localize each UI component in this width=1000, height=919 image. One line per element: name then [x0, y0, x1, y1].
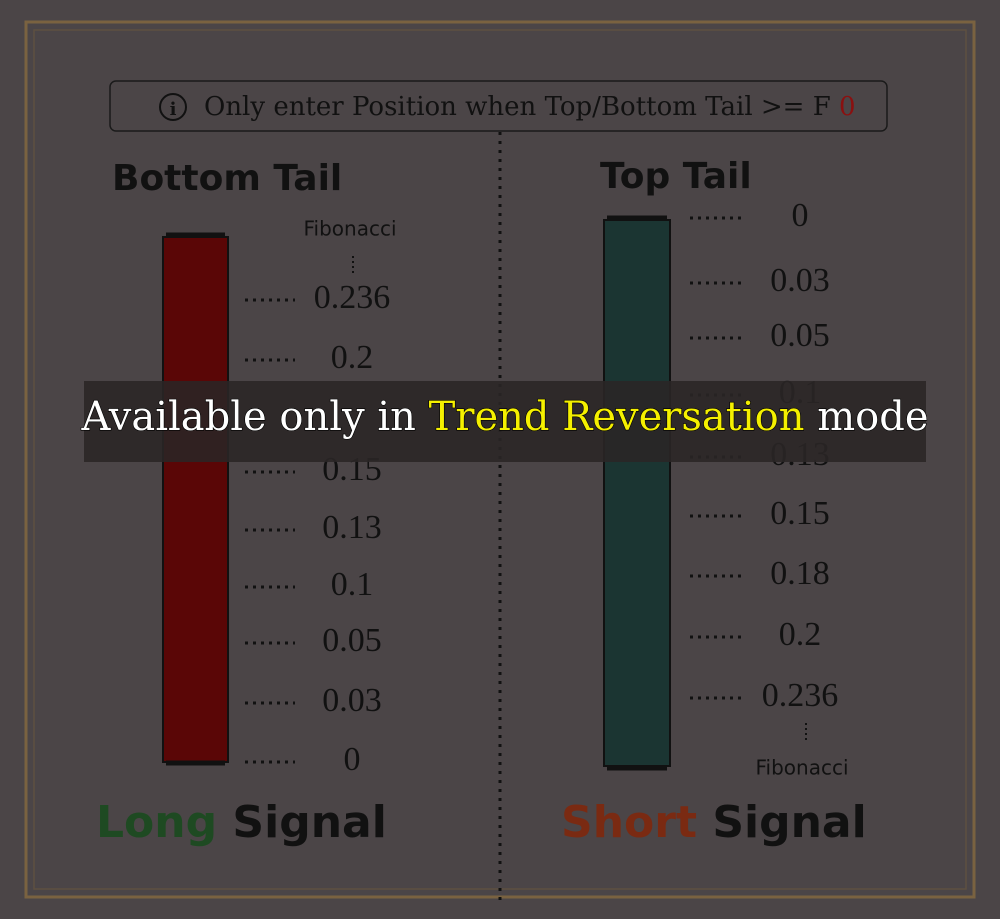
- left-title: Bottom Tail: [112, 158, 342, 199]
- right-title: Top Tail: [600, 156, 752, 197]
- long-signal: Long Signal: [96, 797, 387, 848]
- level-label: 0.2: [779, 616, 822, 653]
- short-signal: Short Signal: [561, 797, 867, 848]
- level-label: 0.03: [322, 682, 382, 719]
- level-label: 0.18: [770, 555, 830, 592]
- level-label: 0.05: [322, 622, 382, 659]
- level-label: 0.15: [770, 495, 830, 532]
- left-fib-label: Fibonacci: [303, 217, 396, 241]
- info-icon-i: i: [170, 99, 177, 120]
- right-fib-label: Fibonacci: [755, 756, 848, 780]
- level-label: 0.13: [322, 509, 382, 546]
- level-label: 0.236: [314, 279, 391, 316]
- level-label: 0.05: [770, 317, 830, 354]
- level-label: 0.1: [331, 566, 374, 603]
- notice-box: [109, 80, 888, 132]
- level-label: 0.2: [331, 339, 374, 376]
- banner: [84, 381, 926, 462]
- level-label: 0.03: [770, 262, 830, 299]
- top-candle: [603, 219, 671, 767]
- info-icon: [159, 93, 187, 121]
- level-label: 0.236: [762, 677, 839, 714]
- notice-text: Only enter Position when Top/Bottom Tail…: [204, 92, 856, 122]
- level-label: 0: [792, 197, 809, 234]
- banner-text: Available only in Trend Reversation mode: [81, 394, 929, 440]
- level-label: 0: [344, 741, 361, 778]
- bottom-candle: [162, 236, 229, 763]
